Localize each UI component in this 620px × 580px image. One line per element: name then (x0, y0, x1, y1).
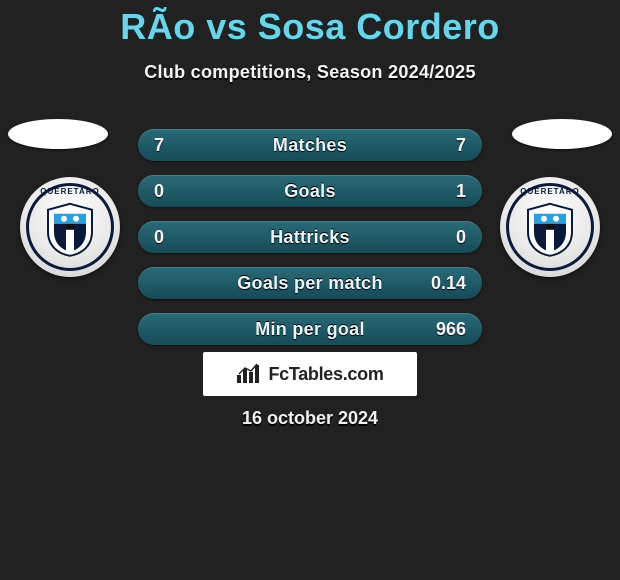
club-crest-right: QUERETARO (500, 177, 600, 277)
stat-value-left: 7 (154, 135, 180, 156)
stat-pill: Min per goal966 (138, 313, 482, 345)
crest-shield-icon (44, 202, 96, 258)
stat-label: Goals (138, 181, 482, 202)
stat-value-right: 0 (440, 227, 466, 248)
country-flag-right (512, 119, 612, 149)
stat-value-right: 7 (440, 135, 466, 156)
country-flag-left (8, 119, 108, 149)
page-title: RÃ­o vs Sosa Cordero (0, 0, 620, 48)
comparison-date: 16 october 2024 (0, 408, 620, 429)
watermark-box: FcTables.com (203, 352, 417, 396)
subtitle: Club competitions, Season 2024/2025 (0, 62, 620, 83)
crest-ring-label: QUERETARO (500, 187, 600, 196)
stat-value-right: 1 (440, 181, 466, 202)
stat-label: Matches (138, 135, 482, 156)
stat-pill: 7Matches7 (138, 129, 482, 161)
crest-ring-label: QUERETARO (20, 187, 120, 196)
stat-value-left: 0 (154, 227, 180, 248)
stat-value-right: 966 (436, 319, 466, 340)
stat-value-right: 0.14 (431, 273, 466, 294)
stat-pill: 0Hattricks0 (138, 221, 482, 253)
club-crest-left: QUERETARO (20, 177, 120, 277)
watermark-text: FcTables.com (268, 364, 383, 385)
stat-label: Min per goal (138, 319, 482, 340)
comparison-arena: QUERETARO QUERETARO (0, 119, 620, 339)
bars-icon (236, 363, 262, 385)
stat-pill: 0Goals1 (138, 175, 482, 207)
stat-pill: Goals per match0.14 (138, 267, 482, 299)
stat-value-left: 0 (154, 181, 180, 202)
flag-ellipse-right (512, 119, 612, 149)
crest-shield-icon (524, 202, 576, 258)
flag-ellipse-left (8, 119, 108, 149)
stat-label: Hattricks (138, 227, 482, 248)
